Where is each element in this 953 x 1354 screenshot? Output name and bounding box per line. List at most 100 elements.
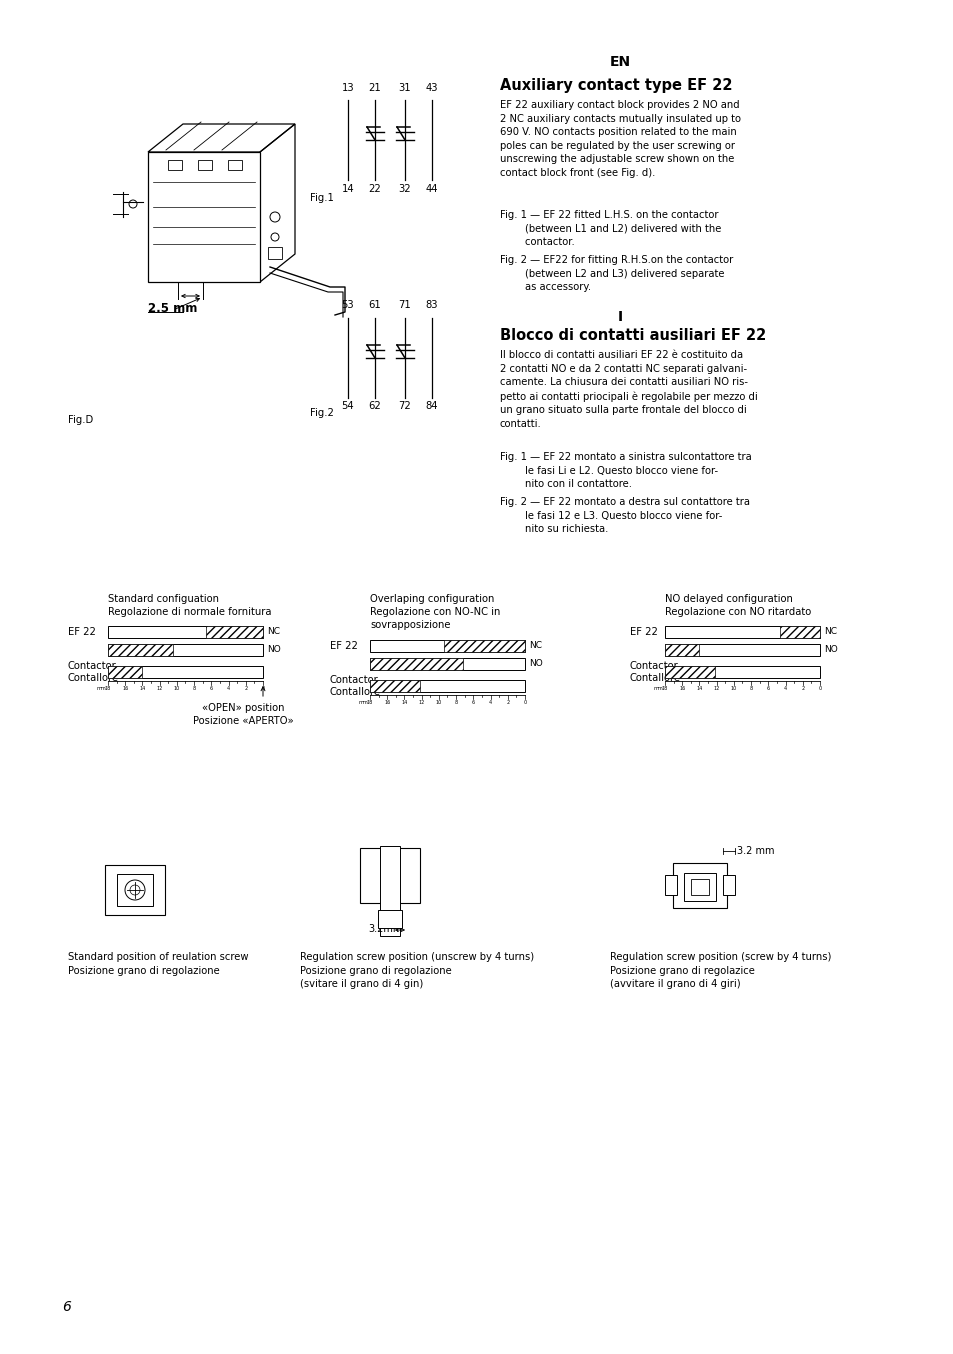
Text: 14: 14 [139,686,146,691]
Text: 8: 8 [193,686,195,691]
Text: 10: 10 [436,700,441,705]
Text: 53: 53 [341,301,354,310]
Text: NO: NO [267,646,280,654]
Bar [105,865,165,915]
Text: NO delayed configuration
Regolazione con NO ritardato: NO delayed configuration Regolazione con… [664,594,810,617]
Text: Il blocco di contatti ausiliari EF 22 è costituito da
2 contatti NO e da 2 conta: Il blocco di contatti ausiliari EF 22 è … [499,349,757,429]
Bar [379,846,399,936]
Text: EF 22: EF 22 [330,640,357,651]
Text: 16: 16 [679,686,684,691]
Bar [664,666,820,678]
Bar [377,910,401,927]
Bar [370,640,524,653]
Text: Fig.1: Fig.1 [310,194,334,203]
Text: mm: mm [358,700,368,705]
Bar [690,879,708,895]
Text: 10: 10 [173,686,180,691]
Bar [664,626,820,638]
Text: 3.2 mm: 3.2 mm [737,846,774,856]
Text: 13: 13 [341,83,354,93]
Text: Fig.2: Fig.2 [310,408,334,418]
Bar [370,680,419,692]
Bar [359,890,419,902]
Bar [117,873,152,906]
Text: 31: 31 [398,83,411,93]
Text: Regulation screw position (screw by 4 turns)
Posizione grano di regolazice
(avvi: Regulation screw position (screw by 4 tu… [609,952,830,990]
Text: 18: 18 [661,686,667,691]
Text: 3.2mm: 3.2mm [368,923,402,934]
Text: EN: EN [609,56,630,69]
Text: I: I [617,310,622,324]
Text: 32: 32 [398,184,411,194]
Bar [168,160,182,171]
Text: NO: NO [823,646,837,654]
Text: Contactor
Contallore: Contactor Contallore [330,676,380,697]
Text: 18: 18 [367,700,373,705]
Text: Fig.D: Fig.D [68,414,93,425]
Text: 2: 2 [801,686,803,691]
Text: 84: 84 [425,401,437,412]
Bar [108,626,263,638]
Text: 12: 12 [156,686,163,691]
Text: NC: NC [529,642,541,650]
Text: 44: 44 [425,184,437,194]
Bar [108,645,263,655]
Text: 6: 6 [766,686,769,691]
Bar [105,903,165,915]
Text: Contactor
Contallore: Contactor Contallore [629,661,680,682]
Bar [148,152,260,282]
Text: 71: 71 [398,301,411,310]
Text: 2: 2 [506,700,509,705]
Text: Fig. 2 — EF22 for fitting R.H.S.on the contactor
        (between L2 and L3) del: Fig. 2 — EF22 for fitting R.H.S.on the c… [499,255,733,292]
Text: 4: 4 [783,686,786,691]
Text: Fig. 1 — EF 22 montato a sinistra sulcontattore tra
        le fasi Li e L2. Que: Fig. 1 — EF 22 montato a sinistra sulcon… [499,452,751,489]
Text: NO: NO [529,659,542,669]
Bar [105,865,165,877]
Text: 21: 21 [368,83,381,93]
Text: 16: 16 [384,700,390,705]
Text: 22: 22 [368,184,381,194]
Text: 16: 16 [122,686,129,691]
Text: 6: 6 [210,686,213,691]
Text: 14: 14 [401,700,407,705]
Bar [370,658,462,670]
Bar [664,875,677,895]
Text: 0: 0 [261,686,264,691]
Text: 6: 6 [62,1300,71,1313]
Text: Overlaping configuration
Regolazione con NO-NC in
sovrapposizione: Overlaping configuration Regolazione con… [370,594,500,631]
Bar [370,658,524,670]
Bar [228,160,242,171]
Text: 6: 6 [472,700,475,705]
Text: Blocco di contatti ausiliari EF 22: Blocco di contatti ausiliari EF 22 [499,328,765,343]
Bar [206,626,263,638]
Text: 4: 4 [227,686,230,691]
Text: 43: 43 [425,83,437,93]
Text: «OPEN» position
Posizione «APERTO»: «OPEN» position Posizione «APERTO» [193,703,294,726]
Text: Standard position of reulation screw
Posizione grano di regolazione: Standard position of reulation screw Pos… [68,952,248,976]
Text: 18: 18 [105,686,111,691]
Bar [359,848,419,860]
Bar [198,160,212,171]
Text: 8: 8 [454,700,457,705]
Bar [683,873,716,900]
Bar [108,666,142,678]
Text: 61: 61 [368,301,381,310]
Text: Regulation screw position (unscrew by 4 turns)
Posizione grano di regolazione
(s: Regulation screw position (unscrew by 4 … [299,952,534,990]
Text: 2.5 mm: 2.5 mm [148,302,197,315]
Text: 0: 0 [818,686,821,691]
Text: Fig. 2 — EF 22 montato a destra sul contattore tra
        le fasi 12 e L3. Ques: Fig. 2 — EF 22 montato a destra sul cont… [499,497,749,535]
Text: 72: 72 [398,401,411,412]
Text: EF 22: EF 22 [629,627,658,636]
Text: Fig. 1 — EF 22 fitted L.H.S. on the contactor
        (between L1 and L2) delive: Fig. 1 — EF 22 fitted L.H.S. on the cont… [499,210,720,248]
Text: mm: mm [96,686,106,691]
Text: EF 22: EF 22 [68,627,95,636]
Bar [672,862,726,873]
Bar [672,862,726,909]
Text: 83: 83 [425,301,437,310]
Bar [664,666,714,678]
Text: EF 22 auxiliary contact block provides 2 NO and
2 NC auxiliary contacts mutually: EF 22 auxiliary contact block provides 2… [499,100,740,177]
Bar [722,875,734,895]
Bar [108,666,263,678]
Text: 4: 4 [489,700,492,705]
Bar [370,680,524,692]
